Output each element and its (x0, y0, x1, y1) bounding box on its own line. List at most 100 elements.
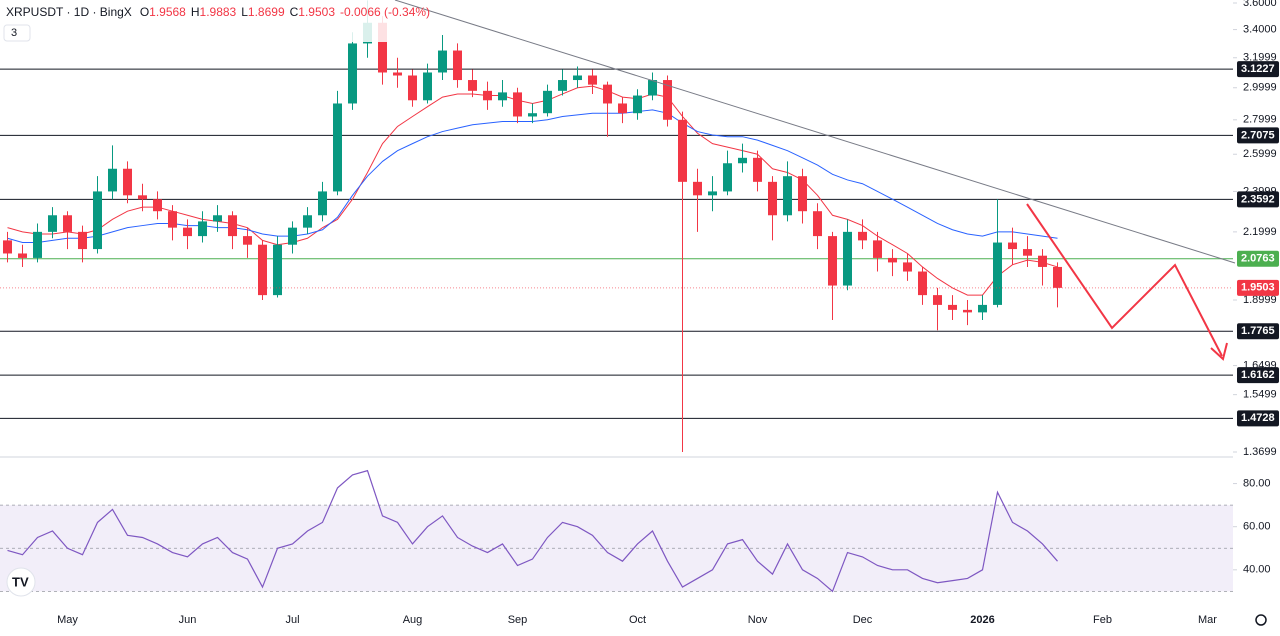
x-tick-label: Jun (179, 614, 197, 626)
candle-body (798, 176, 807, 212)
candle-body (528, 113, 537, 117)
y-tick-label: 3.4000 (1243, 23, 1277, 35)
candle-body (993, 242, 1002, 305)
ohlc-value: -0.0066 (-0.34%) (340, 5, 430, 19)
candle-body (813, 211, 822, 237)
candle-body (258, 244, 267, 296)
rsi-tick-label: 40.00 (1243, 564, 1271, 576)
candle-body (168, 211, 177, 228)
candle-body (1038, 255, 1047, 267)
rsi-tick-label: 80.00 (1243, 477, 1271, 489)
level-label: 1.6162 (1241, 369, 1275, 381)
candle-body (468, 80, 477, 91)
x-tick-label: Oct (629, 614, 646, 626)
level-label: 2.3592 (1241, 193, 1275, 205)
rsi-line (7, 469, 1058, 593)
candle-body (48, 215, 57, 232)
candle-body (513, 92, 522, 117)
candle-body (378, 22, 387, 73)
level-label-bg (1237, 191, 1279, 208)
ohlc-value: 1.8699 (248, 5, 285, 19)
candle-body (453, 50, 462, 81)
candle-body (678, 119, 687, 182)
candle-body (588, 75, 597, 85)
y-tick-label: 2.5999 (1243, 148, 1277, 160)
candle-body (828, 236, 837, 286)
header-bg (0, 0, 392, 42)
ohlc-key: L (241, 5, 248, 19)
x-tick-label: Aug (403, 614, 423, 626)
candle-body (408, 75, 417, 101)
candle-body (423, 72, 432, 101)
rsi-pane (0, 469, 1233, 593)
candle-body (63, 215, 72, 232)
rsi-tick-label: 60.00 (1243, 521, 1271, 533)
candle-body (723, 163, 732, 192)
candle-body (243, 236, 252, 245)
candle-body (618, 103, 627, 114)
candle-body (963, 309, 972, 313)
candle-body (933, 295, 942, 305)
candle-body (768, 181, 777, 216)
level-label-bg (1237, 250, 1279, 267)
candle-body (783, 176, 792, 216)
ohlc-value: 1.9883 (200, 5, 237, 19)
candle-body (288, 227, 297, 245)
candle-body (198, 221, 207, 237)
level-label-bg (1237, 61, 1279, 78)
candle-body (948, 304, 957, 310)
y-tick-label: 3.1999 (1243, 52, 1277, 64)
candle-body (18, 253, 27, 258)
x-tick-label: Dec (853, 614, 873, 626)
x-tick-label: Feb (1093, 614, 1112, 626)
candle-body (213, 215, 222, 222)
candle-body (633, 95, 642, 114)
candle-body (918, 271, 927, 296)
candle-body (1053, 266, 1062, 288)
y-tick-label: 1.8999 (1243, 294, 1277, 306)
x-tick-label: May (57, 614, 78, 626)
symbol-title: XRPUSDT · 1D · BingX (6, 5, 132, 19)
current-price-label: 1.9503 (1241, 282, 1275, 294)
settings-icon[interactable] (1255, 614, 1267, 626)
level-label: 1.7765 (1241, 325, 1275, 337)
projection-arrow (1026, 203, 1223, 357)
indicator-count: 3 (11, 27, 17, 39)
candle-body (888, 257, 897, 263)
current-price-bg (1237, 279, 1279, 296)
level-label-bg (1237, 367, 1279, 384)
candle-body (228, 215, 237, 237)
candle-body (483, 90, 492, 101)
ohlc-key: C (290, 5, 299, 19)
y-tick-label: 1.5499 (1243, 389, 1277, 401)
candle-body (858, 231, 867, 241)
candle-body (738, 157, 747, 164)
header: XRPUSDT · 1D · BingX 3 O 1.9568 H 1.9883 L 1.… (3, 5, 430, 42)
candle-body (708, 191, 717, 196)
indicator-badge[interactable] (3, 24, 31, 42)
candle-body (648, 80, 657, 96)
candle-body (1008, 242, 1017, 250)
x-tick-label: Mar (1198, 614, 1217, 626)
level-label: 3.1227 (1241, 63, 1275, 75)
level-label-bg (1237, 127, 1279, 144)
arrow-head (1210, 342, 1228, 361)
level-label: 2.7075 (1241, 129, 1275, 141)
level-label: 2.0763 (1241, 253, 1275, 265)
candle-body (498, 92, 507, 101)
candle-body (1023, 249, 1032, 256)
candle-body (318, 191, 327, 216)
y-tick-label: 2.9999 (1243, 82, 1277, 94)
price-pane (0, 0, 1233, 452)
ohlc-key: H (191, 5, 200, 19)
candle-body (303, 215, 312, 228)
logo-mark: TV (12, 574, 29, 589)
candle-body (123, 168, 132, 196)
candle-body (873, 240, 882, 258)
candle-body (438, 50, 447, 73)
candle-body (573, 75, 582, 81)
ohlc-value: 1.9503 (298, 5, 335, 19)
level-label-bg (1237, 323, 1279, 340)
x-tick-label: Jul (285, 614, 299, 626)
